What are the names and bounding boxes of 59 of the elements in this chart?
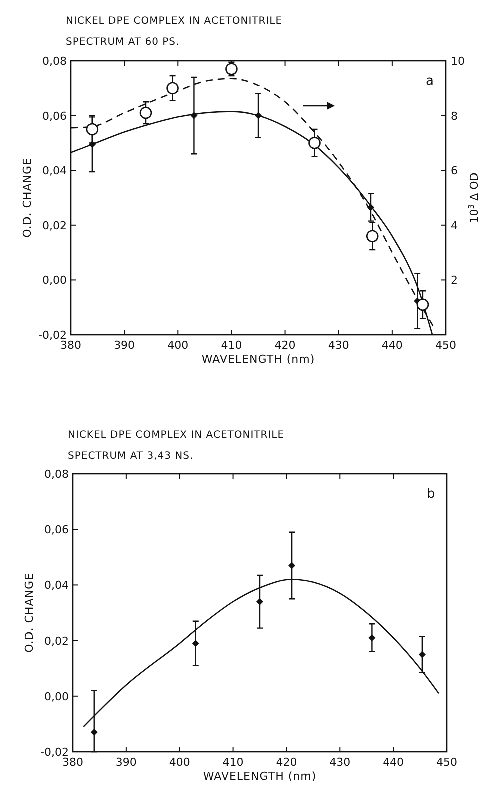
x-tick-label: 390 [116,756,137,769]
point [288,562,296,570]
point [416,298,430,312]
chart-title: NICKEL DPE COMPLEX IN ACETONITRILE [68,430,285,441]
point [308,137,321,150]
y-axis-title: O.D. CHANGE [23,573,36,653]
x-tick-label: 380 [60,339,82,352]
point [368,634,376,642]
y-tick-label: 0,04 [44,579,69,592]
y-tick-label: 0,02 [44,634,69,648]
point [166,82,179,95]
y-tick-label: 0,02 [42,219,67,232]
x-tick-label: 400 [168,339,189,352]
point [366,230,379,243]
y-tick-label: 0,08 [42,55,67,68]
x-tick-label: 430 [330,756,351,769]
y-tick-label: 0,00 [44,690,69,704]
point [190,112,198,120]
x-tick-label: 420 [274,339,296,352]
point [368,204,374,212]
y2-tick-label: 2 [451,274,458,288]
x-tick-label: 380 [62,756,84,769]
y-tick-label: -0,02 [40,746,69,759]
x-tick-label: 440 [382,339,403,352]
point [226,63,238,76]
x-axis-title: WAVELENGTH (nm) [203,770,317,783]
x-tick-label: 400 [169,756,190,769]
y2-tick-label: 6 [451,164,458,178]
y-tick-label: 0,06 [42,110,67,123]
chart-subtitle: SPECTRUM AT 60 PS. [66,37,180,48]
x-tick-label: 430 [328,339,350,352]
annotation: b [427,487,436,502]
point [140,106,152,120]
x-tick-label: 420 [276,756,298,769]
y-tick-label: 0,06 [44,524,69,537]
y-tick-label: 0,04 [42,164,67,178]
point [256,598,264,606]
point [86,123,99,136]
y-tick-label: -0,02 [38,329,67,342]
y2-tick-label: 10 [451,55,465,68]
y-tick-label: 0,00 [42,274,67,288]
x-tick-label: 410 [221,339,242,352]
x-tick-label: 440 [383,756,404,769]
y-tick-label: 0,08 [44,468,69,481]
y2-tick-label: 4 [451,219,458,232]
x-axis-title: WAVELENGTH (nm) [202,353,316,366]
y2-tick-label: 8 [451,110,458,123]
y-axis-title: O.D. CHANGE [21,158,34,238]
point [418,651,426,658]
point [192,640,200,648]
annotation: a [426,74,434,89]
x-tick-label: 410 [222,756,244,769]
x-tick-label: 450 [436,339,456,352]
x-tick-label: 450 [436,756,458,769]
point [90,729,98,736]
x-tick-label: 390 [114,339,136,352]
point [255,112,262,120]
chart-title: NICKEL DPE COMPLEX IN ACETONITRILE [66,16,283,27]
chart-subtitle: SPECTRUM AT 3,43 NS. [68,451,194,462]
